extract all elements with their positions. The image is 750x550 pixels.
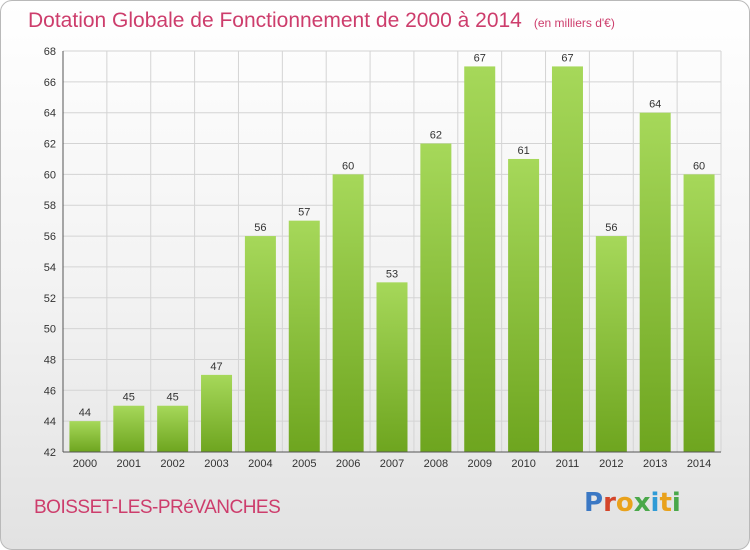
bar	[595, 236, 627, 452]
y-tick-label: 62	[44, 139, 56, 151]
bar	[201, 374, 233, 452]
y-tick-label: 42	[44, 447, 56, 459]
data-label: 62	[430, 130, 442, 142]
data-label: 56	[254, 222, 266, 234]
logo-letter: i	[650, 488, 660, 518]
x-tick-label: 2007	[380, 458, 404, 470]
data-label: 47	[210, 361, 222, 373]
y-tick-label: 46	[44, 385, 56, 397]
proxiti-logo[interactable]: Proxiti	[584, 488, 681, 518]
labels: 42 44 46 48 50 52 54 56 58 60 62 64 66 68 44 2000 45 2001…	[44, 46, 712, 470]
logo-letter: i	[671, 488, 681, 518]
logo-letter: t	[659, 488, 672, 518]
chart-title: Dotation Globale de Fonctionnement de 20…	[28, 9, 615, 33]
unit-label: (en milliers d'€)	[533, 16, 615, 30]
bar	[683, 174, 715, 452]
x-tick-label: 2010	[511, 458, 535, 470]
y-tick-label: 44	[44, 416, 56, 428]
x-tick-label: 2006	[336, 458, 360, 470]
data-label: 57	[298, 207, 310, 219]
y-tick-label: 56	[44, 231, 56, 243]
x-tick-label: 2008	[424, 458, 448, 470]
commune-name: BOISSET-LES-PRéVANCHES	[34, 497, 281, 518]
logo-letter: P	[584, 488, 604, 518]
bar	[244, 236, 276, 452]
data-label: 67	[561, 52, 573, 64]
y-tick-label: 54	[44, 262, 56, 274]
y-tick-label: 58	[44, 200, 56, 212]
x-tick-label: 2000	[73, 458, 97, 470]
data-label: 60	[693, 160, 705, 172]
bar	[288, 220, 320, 452]
bars	[69, 66, 715, 453]
bar	[551, 66, 583, 452]
x-tick-label: 2003	[204, 458, 228, 470]
title-text: Dotation Globale de Fonctionnement de 20…	[28, 9, 522, 32]
data-label: 45	[123, 392, 135, 404]
x-tick-label: 2004	[248, 458, 272, 470]
data-label: 45	[167, 392, 179, 404]
x-tick-label: 2014	[687, 458, 711, 470]
bar	[639, 112, 671, 452]
x-tick-label: 2001	[117, 458, 141, 470]
logo-letter: o	[615, 488, 634, 518]
axes	[62, 51, 721, 453]
logo-letter: x	[633, 488, 651, 518]
bar	[508, 158, 540, 452]
data-label: 67	[474, 52, 486, 64]
logo-letter: r	[603, 488, 616, 518]
bar	[464, 66, 496, 452]
x-tick-label: 2005	[292, 458, 316, 470]
x-tick-label: 2002	[160, 458, 184, 470]
x-tick-label: 2012	[599, 458, 623, 470]
data-label: 61	[517, 145, 529, 157]
y-tick-label: 68	[44, 46, 56, 58]
bar	[420, 143, 452, 453]
bar	[157, 405, 189, 452]
bar	[332, 174, 364, 452]
y-tick-label: 64	[44, 108, 56, 120]
y-tick-label: 48	[44, 354, 56, 366]
y-tick-label: 66	[44, 77, 56, 89]
data-label: 60	[342, 160, 354, 172]
x-tick-label: 2009	[467, 458, 491, 470]
y-tick-label: 60	[44, 169, 56, 181]
y-tick-label: 50	[44, 324, 56, 336]
data-label: 64	[649, 99, 661, 111]
bar	[113, 405, 145, 452]
data-label: 56	[605, 222, 617, 234]
data-label: 44	[79, 407, 91, 419]
data-label: 53	[386, 268, 398, 280]
x-tick-label: 2011	[556, 458, 580, 470]
x-tick-label: 2013	[643, 458, 667, 470]
bar	[69, 421, 101, 452]
y-tick-label: 52	[44, 293, 56, 305]
bar	[376, 282, 408, 452]
